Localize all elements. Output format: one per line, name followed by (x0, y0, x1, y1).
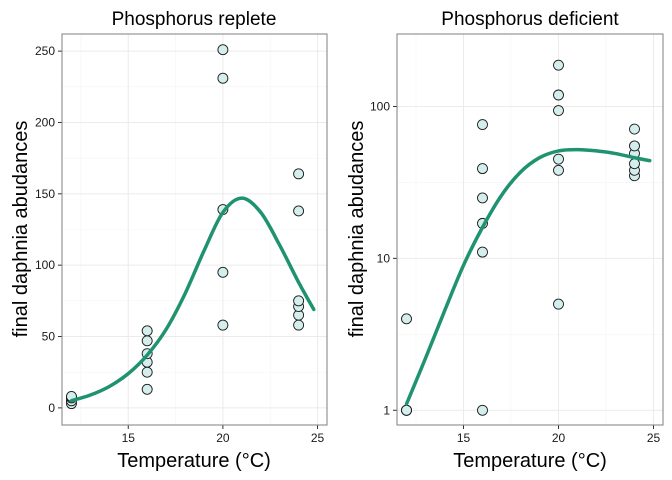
plot-background (397, 34, 663, 425)
y-tick-label: 10 (377, 251, 391, 265)
data-point (217, 44, 229, 56)
x-axis-title: Temperature (°C) (453, 450, 607, 472)
data-point (141, 366, 153, 378)
data-point (629, 123, 640, 135)
fit-curve-line (69, 196, 316, 403)
y-tick-label: 250 (35, 44, 55, 58)
data-point (477, 404, 488, 416)
data-point (477, 119, 488, 131)
data-point (629, 158, 640, 170)
data-point (141, 383, 153, 395)
data-point (293, 205, 305, 217)
y-tick-label: 0 (48, 401, 55, 415)
data-point (477, 163, 488, 175)
data-point (553, 298, 564, 310)
y-tick-label: 200 (35, 115, 55, 129)
data-point (477, 246, 488, 258)
y-tick-label: 100 (35, 258, 55, 272)
data-point (293, 319, 305, 331)
data-point (553, 89, 564, 101)
data-point (293, 168, 305, 180)
plot-area: 15 20 25 1 10 100 (370, 33, 664, 445)
x-tick-label: 20 (216, 431, 230, 445)
data-point (477, 192, 488, 204)
data-point (141, 325, 153, 337)
data-point (217, 266, 229, 278)
y-tick-label: 150 (35, 187, 55, 201)
y-axis-title: final daphnia abudances (346, 121, 368, 338)
panel-border (396, 33, 664, 426)
data-point (217, 319, 229, 331)
data-point (217, 72, 229, 84)
data-point (553, 153, 564, 165)
x-tick-label: 25 (311, 431, 325, 445)
fit-curve-line (404, 147, 652, 406)
y-tick-label: 1 (383, 403, 390, 417)
data-point (141, 335, 153, 347)
panel-phosphorus-deficient: 15 20 25 1 10 100 Phosphorus deficient Temper… (346, 9, 664, 472)
y-tick-label: 100 (370, 99, 390, 113)
data-point (293, 295, 305, 307)
panel-border (61, 33, 328, 426)
data-point (629, 140, 640, 152)
y-tick-label: 50 (42, 330, 56, 344)
x-tick-label: 15 (457, 431, 471, 445)
data-point (401, 404, 412, 416)
y-axis-title: final daphnia abudances (10, 121, 32, 338)
x-axis-title: Temperature (°C) (117, 450, 271, 472)
chart-title: Phosphorus deficient (441, 9, 619, 30)
data-point (553, 59, 564, 71)
data-point (401, 313, 412, 325)
x-tick-label: 15 (122, 431, 136, 445)
data-point (553, 164, 564, 176)
x-tick-label: 25 (647, 431, 661, 445)
chart-title: Phosphorus replete (112, 9, 277, 30)
data-point (553, 105, 564, 117)
x-tick-label: 20 (552, 431, 566, 445)
